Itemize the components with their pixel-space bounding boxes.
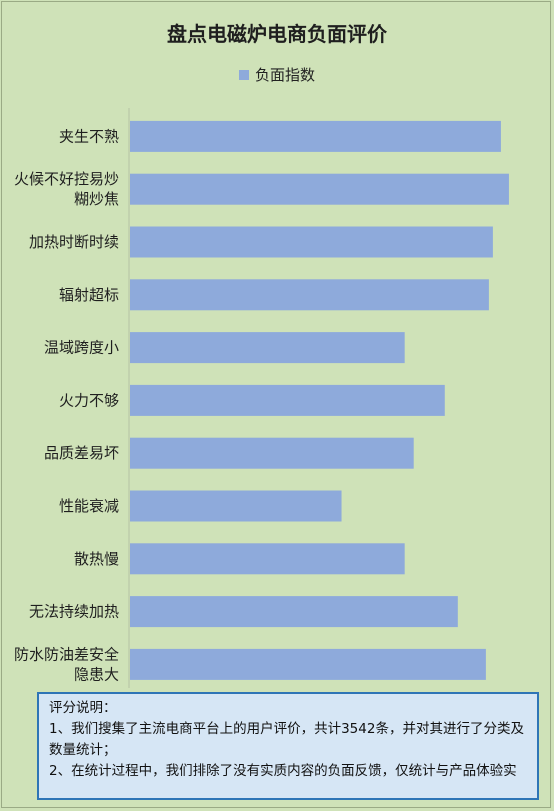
category-label-7: 性能衰减 — [59, 497, 119, 515]
note-line-2: 2、在统计过程中，我们排除了没有实质内容的负面反馈，仅统计与产品体验实 — [49, 763, 517, 779]
category-label-line: 糊炒焦 — [74, 190, 119, 208]
category-label-line: 辐射超标 — [59, 286, 119, 304]
category-label-line: 性能衰减 — [59, 497, 119, 515]
category-label-1: 火候不好控易炒糊炒焦 — [14, 170, 119, 208]
bar-6 — [130, 437, 414, 469]
legend-swatch — [238, 69, 249, 80]
category-label-9: 无法持续加热 — [29, 603, 119, 621]
category-label-line: 隐患大 — [74, 665, 119, 683]
bar-3 — [130, 279, 489, 311]
note-line-1a: 1、我们搜集了主流电商平台上的用户评价，共计3542条，并对其进行了分类及 — [49, 721, 524, 737]
note-line-1b: 数量统计； — [49, 742, 117, 758]
bar-2 — [130, 226, 493, 258]
rating-note: 评分说明： 1、我们搜集了主流电商平台上的用户评价，共计3542条，并对其进行了… — [37, 692, 539, 800]
category-label-line: 火力不够 — [59, 391, 119, 409]
category-label-6: 品质差易坏 — [44, 444, 119, 462]
bar-8 — [130, 543, 405, 575]
chart-title: 盘点电磁炉电商负面评价 — [167, 22, 387, 46]
category-label-line: 品质差易坏 — [44, 444, 119, 462]
bar-7 — [130, 490, 342, 522]
category-label-5: 火力不够 — [59, 391, 119, 409]
bar-0 — [130, 120, 501, 152]
bar-1 — [130, 173, 509, 205]
category-label-line: 夹生不熟 — [59, 127, 119, 145]
category-label-4: 温域跨度小 — [44, 339, 119, 357]
category-label-3: 辐射超标 — [59, 286, 119, 304]
category-label-line: 火候不好控易炒 — [14, 170, 119, 188]
bar-10 — [130, 648, 486, 680]
bar-4 — [130, 332, 405, 364]
legend-label: 负面指数 — [254, 66, 315, 84]
bar-5 — [130, 384, 445, 416]
legend: 负面指数 — [0, 64, 554, 85]
category-label-line: 加热时断时续 — [29, 233, 119, 251]
bar-9 — [130, 596, 458, 628]
category-label-line: 无法持续加热 — [29, 603, 119, 621]
category-label-0: 夹生不熟 — [59, 127, 119, 145]
category-label-2: 加热时断时续 — [29, 233, 119, 251]
category-label-line: 防水防油差安全 — [14, 645, 119, 663]
category-label-8: 散热慢 — [74, 550, 119, 568]
category-label-line: 散热慢 — [74, 550, 119, 568]
category-label-line: 温域跨度小 — [44, 339, 119, 357]
note-heading: 评分说明： — [49, 700, 117, 716]
category-label-10: 防水防油差安全隐患大 — [14, 645, 119, 683]
